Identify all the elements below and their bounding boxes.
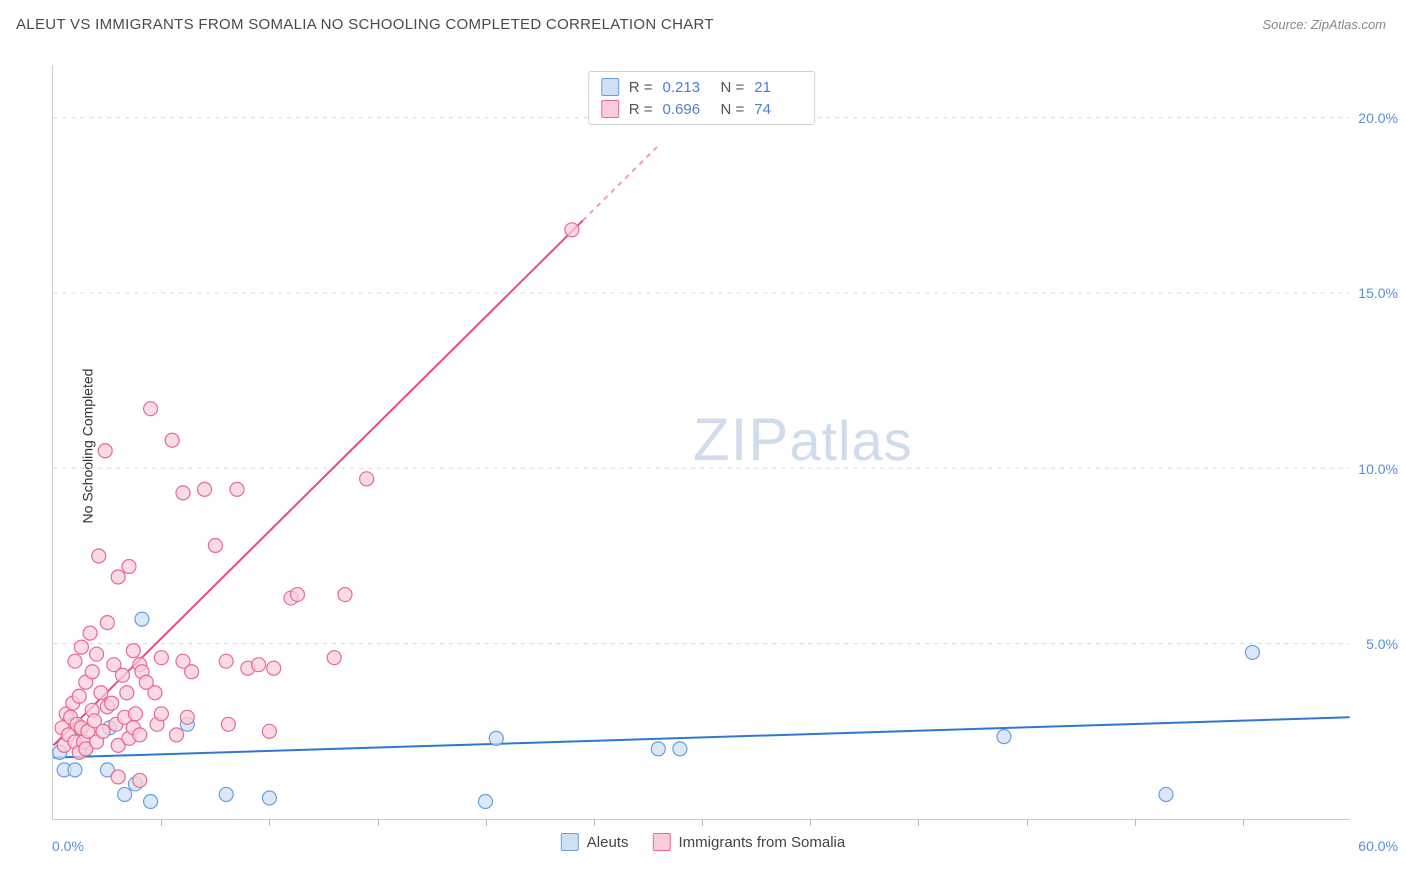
x-tick (918, 819, 919, 826)
r-label: R = (629, 101, 653, 118)
x-tick (1027, 819, 1028, 826)
x-tick-label-max: 60.0% (1358, 838, 1398, 854)
legend-swatch (561, 833, 579, 851)
r-value: 0.213 (663, 79, 711, 96)
legend-stats-row: R = 0.213 N = 21 (601, 76, 803, 98)
legend-label: Immigrants from Somalia (678, 834, 845, 851)
legend-stats: R = 0.213 N = 21 R = 0.696 N = 74 (588, 71, 816, 125)
x-tick (594, 819, 595, 826)
y-tick-label: 5.0% (1366, 636, 1398, 652)
n-label: N = (721, 101, 745, 118)
legend-swatch (601, 78, 619, 96)
r-value: 0.696 (663, 101, 711, 118)
y-tick-label: 20.0% (1358, 110, 1398, 126)
r-label: R = (629, 79, 653, 96)
x-tick (269, 819, 270, 826)
n-value: 74 (754, 101, 802, 118)
x-tick-label-min: 0.0% (52, 838, 84, 854)
x-tick (702, 819, 703, 826)
source-label: Source: ZipAtlas.com (1262, 17, 1386, 32)
x-tick (161, 819, 162, 826)
legend-swatch (652, 833, 670, 851)
legend-series: Aleuts Immigrants from Somalia (561, 828, 845, 856)
n-value: 21 (754, 79, 802, 96)
x-tick (486, 819, 487, 826)
chart-title: ALEUT VS IMMIGRANTS FROM SOMALIA NO SCHO… (16, 16, 714, 33)
x-tick (1135, 819, 1136, 826)
x-tick (378, 819, 379, 826)
plot-area: ZIPatlas R =0.213N =21R =0.696N =74 (52, 65, 1350, 820)
chart-header: ALEUT VS IMMIGRANTS FROM SOMALIA NO SCHO… (0, 0, 1406, 48)
x-tick (1243, 819, 1244, 826)
legend-label: Aleuts (587, 834, 629, 851)
scatter-plot-svg (53, 65, 1350, 819)
n-label: N = (721, 79, 745, 96)
y-tick-label: 10.0% (1358, 461, 1398, 477)
legend-item: Aleuts (561, 833, 629, 851)
legend-swatch (601, 100, 619, 118)
legend-stats-row: R = 0.696 N = 74 (601, 98, 803, 120)
y-tick-label: 15.0% (1358, 285, 1398, 301)
x-tick (810, 819, 811, 826)
legend-item: Immigrants from Somalia (652, 833, 845, 851)
